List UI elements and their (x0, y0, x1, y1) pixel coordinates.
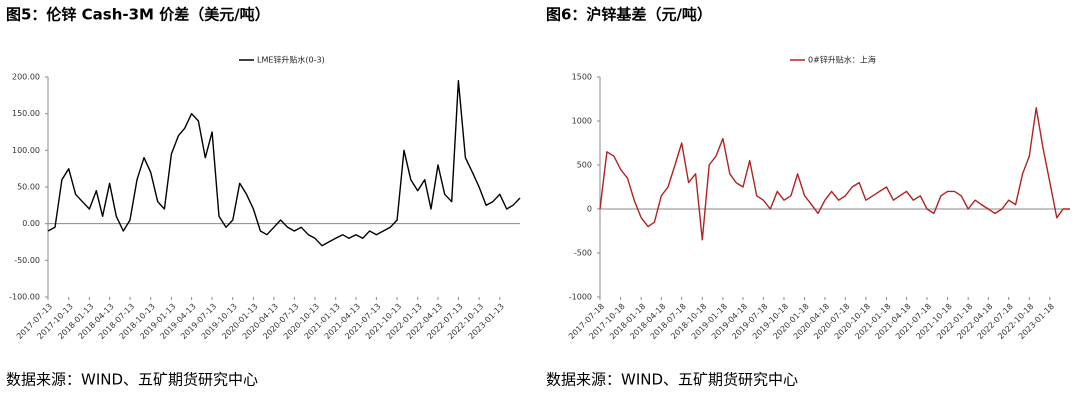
y-tick-label: 1000 (572, 117, 592, 126)
y-tick-label: 200.00 (12, 73, 40, 82)
chart: 图5：伦锌 Cash-3M 价差（美元/吨） 数据来源：WIND、五矿期货研究中心… (6, 6, 521, 389)
legend-label: 0#锌升贴水：上海 (808, 55, 876, 65)
y-tick-label: -50.00 (14, 256, 40, 265)
line (599, 107, 1070, 241)
y-tick-label: -100.00 (9, 293, 40, 302)
y-tick-label: 500 (577, 161, 592, 170)
y-tick-label: 1500 (572, 73, 592, 82)
y-tick-label: 100.00 (12, 146, 40, 155)
legend-label: LME锌升贴水(0-3) (257, 55, 325, 65)
y-tick-label: 50.00 (17, 183, 40, 192)
y-tick-label: 0 (587, 205, 592, 214)
chart: 图6：沪锌基差（元/吨） 数据来源：WIND、五矿期货研究中心 -1000 -500 0… (546, 6, 1070, 389)
line (47, 80, 521, 247)
y-tick-label: -500 (574, 249, 592, 258)
y-tick-label: 150.00 (12, 109, 40, 118)
y-tick-label: -1000 (569, 293, 592, 302)
source: 数据来源：WIND、五矿期货研究中心 (6, 371, 258, 389)
y-tick-label: 0.00 (22, 219, 40, 228)
chart-title: 图5：伦锌 Cash-3M 价差（美元/吨） (6, 6, 270, 24)
chart-title: 图6：沪锌基差（元/吨） (546, 6, 712, 24)
source: 数据来源：WIND、五矿期货研究中心 (546, 371, 798, 389)
